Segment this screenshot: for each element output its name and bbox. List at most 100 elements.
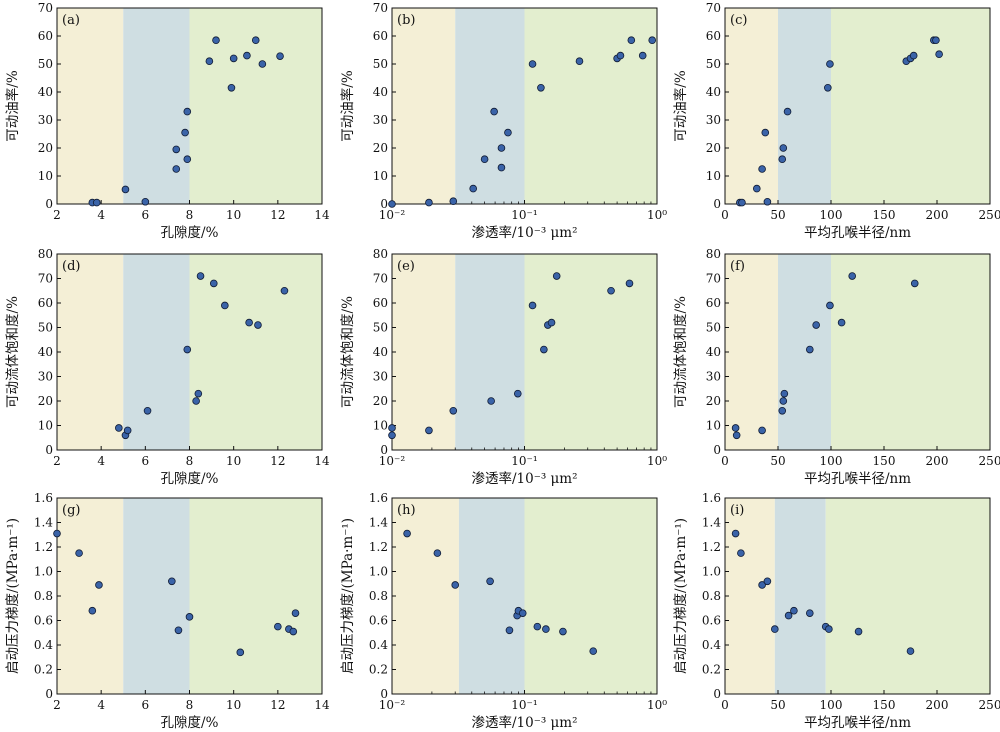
x-tick-label: 10 <box>226 208 241 222</box>
x-tick-label: 12 <box>270 208 285 222</box>
data-point <box>92 198 101 207</box>
data-point <box>537 84 545 92</box>
data-point <box>848 272 856 280</box>
data-point <box>480 155 489 164</box>
data-point <box>172 145 181 154</box>
x-tick-label: 2 <box>53 208 61 222</box>
y-axis-title: 启动压力梯度/(MPa·m⁻¹) <box>673 518 689 674</box>
data-point <box>547 318 556 327</box>
y-tick-label: 20 <box>38 394 53 408</box>
y-tick-label: 0.2 <box>34 663 53 677</box>
y-tick-label: 0 <box>380 197 388 211</box>
data-point <box>123 426 132 435</box>
zone-band <box>725 498 775 694</box>
y-tick-label: 1.6 <box>702 491 721 505</box>
y-axis-title: 可动流体饱和度/% <box>5 296 21 408</box>
data-point <box>778 406 787 415</box>
panel-label: (g) <box>62 503 80 518</box>
x-tick-label: 12 <box>270 698 285 712</box>
y-axis-title: 可动油率/% <box>339 70 356 142</box>
x-tick-label: 10⁻¹ <box>511 698 537 712</box>
data-point <box>761 128 770 137</box>
y-tick-label: 10 <box>373 419 388 433</box>
data-point <box>229 54 238 63</box>
zone-band <box>455 254 525 450</box>
data-point <box>497 144 506 152</box>
x-tick-label: 6 <box>142 698 150 712</box>
y-tick-label: 0 <box>380 443 388 457</box>
data-point <box>771 625 779 633</box>
x-tick-label: 10⁰ <box>647 454 667 468</box>
x-tick-label: 8 <box>186 698 194 712</box>
data-point <box>486 577 494 586</box>
data-point <box>812 321 820 329</box>
zone-band <box>123 498 190 694</box>
data-point <box>388 200 396 208</box>
data-point <box>53 529 61 538</box>
chart-panel: 0 50 100 150 200 250 0 0.2 0.4 0.6 0.8 1.0 1.2 1.4 1.6… <box>673 491 1000 731</box>
y-tick-label: 30 <box>38 370 53 384</box>
x-axis-title: 平均孔喉半径/nm <box>804 225 911 241</box>
data-point <box>236 648 245 657</box>
y-tick-label: 70 <box>706 272 721 286</box>
y-tick-label: 0.8 <box>34 589 53 603</box>
data-point <box>174 626 183 635</box>
y-tick-label: 50 <box>706 321 721 335</box>
data-point <box>291 609 300 617</box>
y-tick-label: 40 <box>706 345 721 359</box>
x-tick-label: 6 <box>142 208 150 222</box>
y-tick-label: 1.0 <box>369 565 388 579</box>
y-axis-title: 启动压力梯度/(MPa·m⁻¹) <box>340 518 356 674</box>
data-point <box>559 627 567 636</box>
y-tick-label: 80 <box>706 247 721 261</box>
y-tick-label: 70 <box>373 272 388 286</box>
data-point <box>143 406 152 415</box>
data-point <box>513 389 522 398</box>
data-point <box>780 389 789 398</box>
y-tick-label: 0 <box>713 443 721 457</box>
y-tick-label: 10 <box>38 169 53 183</box>
y-tick-label: 40 <box>38 345 53 359</box>
data-point <box>784 611 793 620</box>
data-point <box>752 184 761 193</box>
y-tick-label: 70 <box>38 1 53 15</box>
y-axis-title: 可动流体饱和度/% <box>673 296 689 408</box>
zone-band <box>57 8 124 204</box>
x-tick-label: 50 <box>770 698 785 712</box>
x-tick-label: 0 <box>721 698 729 712</box>
data-point <box>183 155 192 164</box>
y-tick-label: 1.6 <box>369 491 388 505</box>
data-point <box>115 424 123 432</box>
data-point <box>731 424 740 432</box>
data-point <box>183 345 192 354</box>
y-tick-label: 50 <box>38 321 53 335</box>
x-tick-label: 150 <box>873 208 896 222</box>
x-tick-label: 10 <box>226 698 241 712</box>
zone-band <box>57 498 124 694</box>
y-tick-label: 40 <box>373 85 388 99</box>
data-point <box>196 272 205 280</box>
chart-panel: 10⁻² 10⁻¹ 10⁰ 0 10 20 30 40 50 60 70 80 (e) 渗透率/10⁻³ … <box>340 247 667 487</box>
x-tick-label: 0 <box>721 208 729 222</box>
y-tick-label: 1.2 <box>34 540 53 554</box>
panel-label: (b) <box>397 13 415 28</box>
data-point <box>205 57 214 65</box>
data-point <box>289 627 298 636</box>
x-tick-label: 100 <box>820 454 843 468</box>
y-tick-label: 70 <box>38 272 53 286</box>
zone-band <box>189 254 322 450</box>
data-point <box>758 165 766 173</box>
data-point <box>528 60 537 68</box>
y-tick-label: 1.6 <box>34 491 53 505</box>
data-point <box>469 184 477 193</box>
data-point <box>254 321 262 329</box>
y-tick-label: 0 <box>713 197 721 211</box>
y-tick-label: 30 <box>373 370 388 384</box>
y-tick-label: 60 <box>38 29 53 43</box>
data-point <box>276 52 284 60</box>
data-point <box>227 84 236 92</box>
data-point <box>648 36 657 44</box>
x-tick-label: 2 <box>53 454 61 468</box>
data-point <box>451 581 460 589</box>
data-point <box>825 625 833 633</box>
